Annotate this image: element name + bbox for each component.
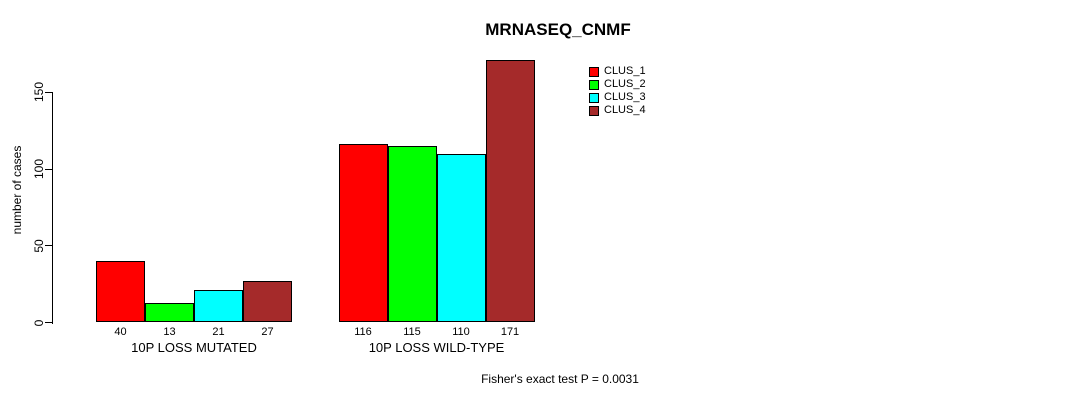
bar-clus-2-10p-loss-mutated [145,302,194,323]
legend-label-clus-2: CLUS_2 [604,78,646,90]
legend-item-clus-3: CLUS_3 [589,92,646,103]
bar-value-label-clus-4-10p-loss-mutated: 27 [261,326,274,338]
y-axis-tick-label: 100 [32,158,46,180]
bar-value-label-clus-3-10p-loss-mutated: 21 [212,326,225,338]
bar-clus-2-10p-loss-wild-type [387,145,437,323]
legend-label-clus-1: CLUS_1 [604,65,646,77]
y-axis-tick-label: 0 [32,319,46,326]
y-axis-tick [45,91,52,93]
bar-value-label-clus-3-10p-loss-wild-type: 110 [452,326,470,338]
y-axis-tick-label: 150 [32,82,46,103]
legend-item-clus-4: CLUS_4 [589,105,646,116]
bar-value-label-clus-2-10p-loss-mutated: 13 [163,326,176,338]
bar-value-label-clus-1-10p-loss-mutated: 40 [114,326,127,338]
legend-swatch-clus-4 [589,105,599,116]
legend-label-clus-4: CLUS_4 [604,104,646,116]
legend-item-clus-1: CLUS_1 [589,66,646,77]
legend-swatch-clus-3 [589,92,599,103]
y-axis-tick [45,168,52,170]
legend-swatch-clus-2 [589,79,599,90]
bar-value-label-clus-1-10p-loss-wild-type: 116 [354,326,372,338]
bar-value-label-clus-2-10p-loss-wild-type: 115 [403,326,421,338]
chart-title: MRNASEQ_CNMF [485,20,631,39]
legend-item-clus-2: CLUS_2 [589,79,646,90]
y-axis-tick-label: 50 [32,239,46,253]
category-label-10p-loss-wild-type: 10P LOSS WILD-TYPE [368,340,505,355]
bar-value-label-clus-4-10p-loss-wild-type: 171 [500,326,520,338]
bar-clus-4-10p-loss-mutated [243,281,292,323]
y-axis-tick [45,322,52,323]
legend-swatch-clus-1 [589,66,599,77]
bar-clus-3-10p-loss-mutated [194,290,243,323]
legend-label-clus-3: CLUS_3 [604,91,646,103]
fisher-test-annotation: Fisher's exact test P = 0.0031 [481,372,639,386]
bar-clus-1-10p-loss-mutated [96,261,145,323]
bar-clus-3-10p-loss-wild-type [436,153,486,323]
y-axis-line [52,92,53,324]
bar-clus-4-10p-loss-wild-type [485,60,535,323]
bar-clus-1-10p-loss-wild-type [338,144,388,323]
y-axis-tick [45,245,52,247]
category-label-10p-loss-mutated: 10P LOSS MUTATED [131,340,257,355]
